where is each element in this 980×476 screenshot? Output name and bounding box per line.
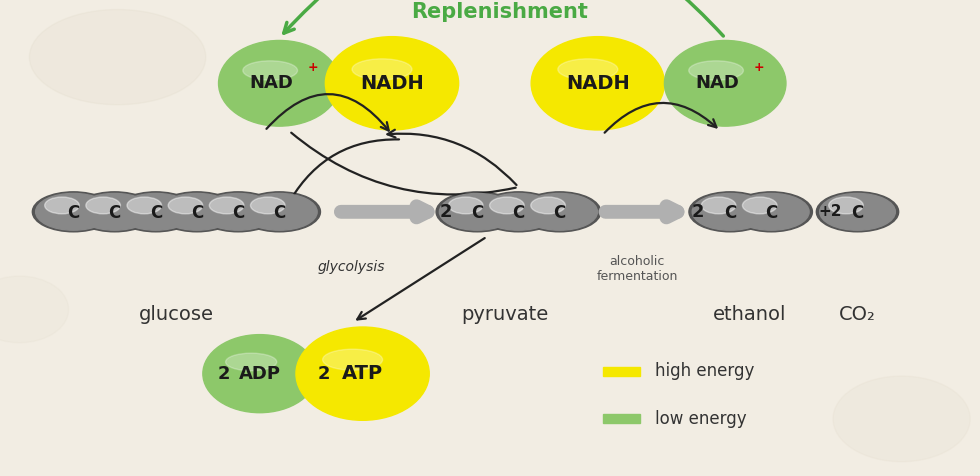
Text: C: C <box>513 204 524 222</box>
Ellipse shape <box>558 59 617 80</box>
Circle shape <box>490 197 524 214</box>
Circle shape <box>819 193 896 230</box>
Circle shape <box>689 192 771 232</box>
Text: C: C <box>68 204 79 222</box>
Text: high energy: high energy <box>655 362 754 380</box>
Circle shape <box>169 197 203 214</box>
Circle shape <box>156 192 238 232</box>
Circle shape <box>480 193 557 230</box>
Text: C: C <box>724 204 736 222</box>
Circle shape <box>74 192 156 232</box>
Text: C: C <box>554 204 565 222</box>
Text: C: C <box>191 204 203 222</box>
Ellipse shape <box>0 276 69 343</box>
Circle shape <box>521 193 598 230</box>
Text: NAD: NAD <box>250 74 293 92</box>
Ellipse shape <box>833 376 970 462</box>
Text: CO₂: CO₂ <box>839 305 876 324</box>
Text: C: C <box>765 204 777 222</box>
Text: +2: +2 <box>818 204 842 219</box>
FancyBboxPatch shape <box>603 415 640 423</box>
Circle shape <box>531 197 565 214</box>
Ellipse shape <box>296 327 429 420</box>
Circle shape <box>45 197 79 214</box>
Ellipse shape <box>322 349 382 370</box>
Ellipse shape <box>689 61 744 80</box>
Circle shape <box>743 197 777 214</box>
Circle shape <box>35 193 112 230</box>
Text: 2: 2 <box>692 203 704 221</box>
Circle shape <box>702 197 736 214</box>
Circle shape <box>436 192 518 232</box>
Text: glucose: glucose <box>139 305 214 324</box>
Circle shape <box>477 192 560 232</box>
Circle shape <box>127 197 162 214</box>
Circle shape <box>439 193 515 230</box>
Text: alcoholic
fermentation: alcoholic fermentation <box>596 255 678 283</box>
Circle shape <box>200 193 276 230</box>
Ellipse shape <box>531 37 664 130</box>
Text: NAD: NAD <box>696 74 739 92</box>
Circle shape <box>692 193 768 230</box>
Text: ADP: ADP <box>239 365 280 383</box>
Text: NADH: NADH <box>565 74 630 93</box>
Text: NADH: NADH <box>360 74 424 93</box>
Ellipse shape <box>325 37 459 130</box>
Text: ethanol: ethanol <box>712 305 786 324</box>
Ellipse shape <box>352 59 412 80</box>
Circle shape <box>76 193 153 230</box>
Ellipse shape <box>219 40 340 126</box>
Circle shape <box>115 192 197 232</box>
Ellipse shape <box>225 353 276 371</box>
Circle shape <box>730 192 812 232</box>
Text: C: C <box>471 204 483 222</box>
FancyBboxPatch shape <box>603 367 640 376</box>
Circle shape <box>86 197 121 214</box>
Ellipse shape <box>243 61 298 80</box>
Text: pyruvate: pyruvate <box>461 305 549 324</box>
Text: C: C <box>273 204 285 222</box>
Text: C: C <box>109 204 121 222</box>
Ellipse shape <box>664 40 786 126</box>
Text: low energy: low energy <box>655 410 746 428</box>
Text: C: C <box>150 204 162 222</box>
Text: glycolysis: glycolysis <box>318 259 384 274</box>
Circle shape <box>210 197 244 214</box>
Circle shape <box>241 193 318 230</box>
Circle shape <box>238 192 320 232</box>
Text: ATP: ATP <box>342 364 383 383</box>
Text: 2: 2 <box>218 365 229 383</box>
Circle shape <box>159 193 235 230</box>
Circle shape <box>829 197 863 214</box>
Text: Replenishment: Replenishment <box>412 2 588 22</box>
Circle shape <box>118 193 194 230</box>
Circle shape <box>251 197 285 214</box>
Circle shape <box>518 192 601 232</box>
Circle shape <box>733 193 809 230</box>
Circle shape <box>32 192 115 232</box>
Ellipse shape <box>203 335 317 413</box>
Ellipse shape <box>29 10 206 105</box>
Text: C: C <box>232 204 244 222</box>
Circle shape <box>816 192 899 232</box>
Circle shape <box>449 197 483 214</box>
Text: 2: 2 <box>440 203 452 221</box>
Text: C: C <box>852 204 863 222</box>
Text: +: + <box>308 60 319 73</box>
Text: +: + <box>754 60 764 73</box>
Text: 2: 2 <box>318 365 329 383</box>
Circle shape <box>197 192 279 232</box>
